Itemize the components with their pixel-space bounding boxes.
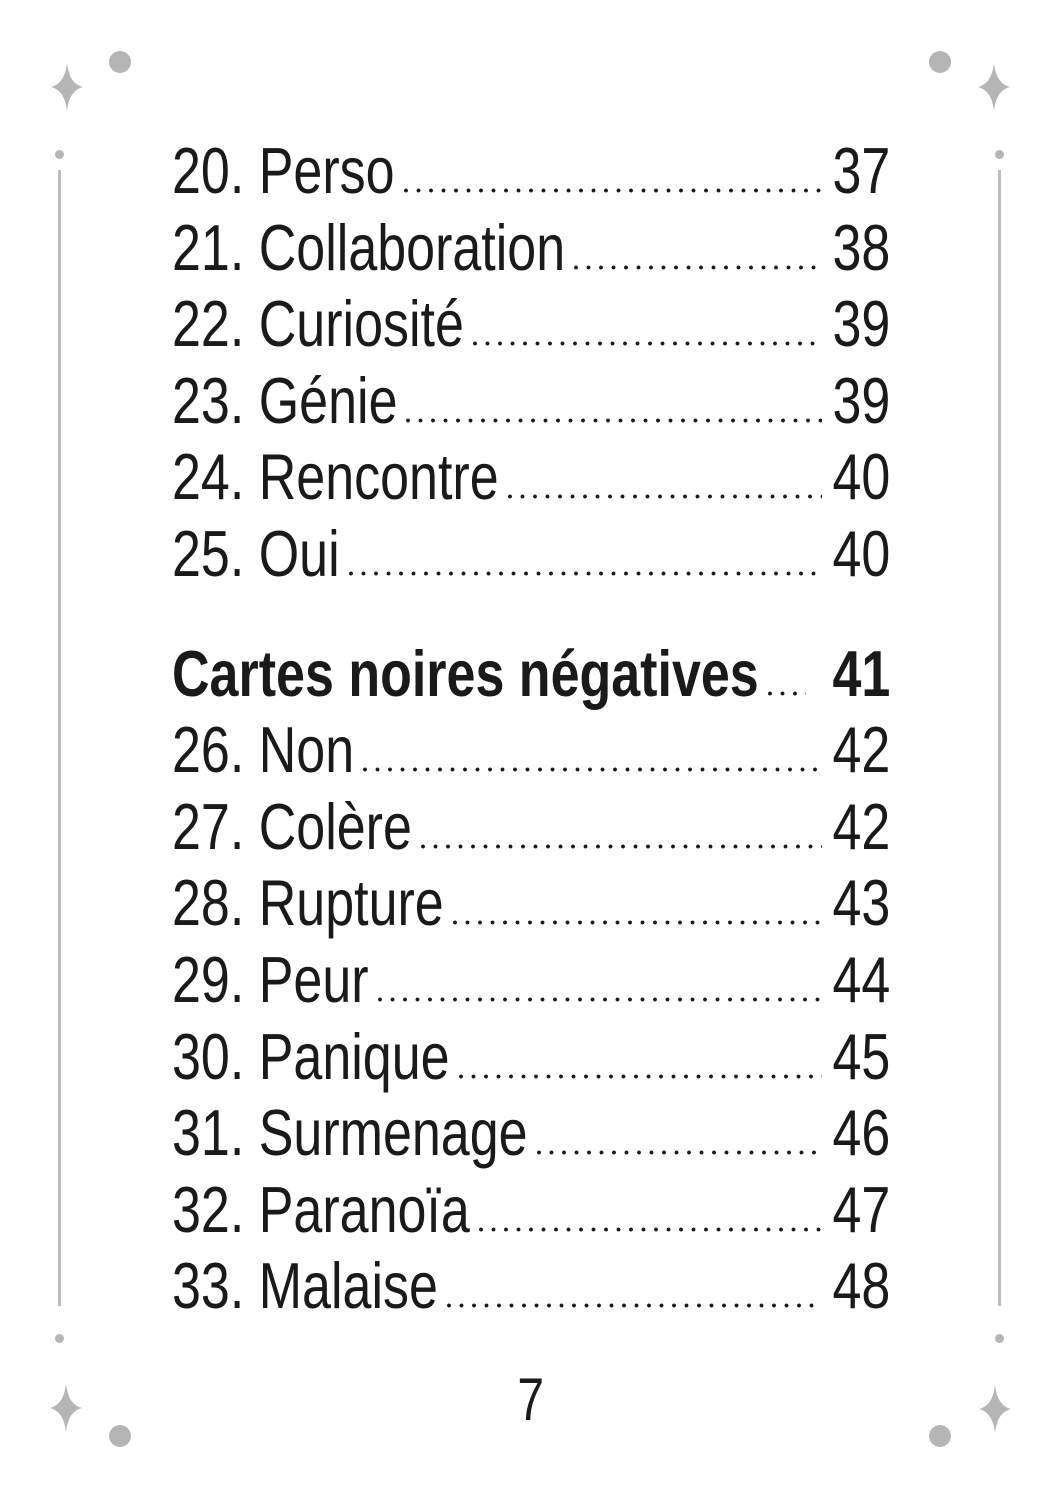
dot-leader	[403, 188, 823, 193]
toc-entry-label: 25. Oui	[172, 516, 340, 590]
sparkle-icon	[51, 63, 83, 111]
page-number-text: 7	[517, 1366, 545, 1433]
toc-entry-page: 40	[832, 440, 890, 514]
large-dot-ornament	[109, 1425, 131, 1447]
toc-row: 33. Malaise 48	[172, 1248, 890, 1325]
small-dot-ornament	[995, 1334, 1004, 1343]
toc-row: 24. Rencontre 40	[172, 439, 890, 516]
dot-leader	[452, 920, 823, 926]
toc-entry-page: 41	[832, 636, 890, 710]
dot-leader	[507, 494, 823, 500]
dot-leader	[458, 1073, 823, 1079]
toc-rows: 20. Perso 37 21. Collaboration 38 22. Cu…	[172, 133, 890, 1325]
dot-leader	[348, 570, 823, 576]
toc-row: 23. Génie 39	[172, 363, 890, 440]
toc-section-header: Cartes noires négatives 41	[172, 636, 890, 713]
toc-entry-page: 44	[832, 942, 890, 1016]
sparkle-icon	[979, 1385, 1011, 1433]
toc-entry-page: 37	[832, 134, 890, 207]
toc-entry-page: 45	[832, 1019, 890, 1093]
small-dot-ornament	[55, 1334, 64, 1343]
toc-entry-label: 26. Non	[172, 713, 355, 787]
toc-entry-label: 22. Curiosité	[172, 287, 464, 361]
toc-entry-label: 27. Colère	[172, 789, 412, 863]
toc-entry-label: 23. Génie	[172, 363, 398, 437]
toc-row: 30. Panique 45	[172, 1019, 890, 1096]
toc-entry-page: 39	[832, 287, 890, 361]
toc-row: 22. Curiosité 39	[172, 286, 890, 363]
toc-entry-label: 32. Paranoïa	[172, 1172, 470, 1246]
toc-entry-page: 39	[832, 363, 890, 437]
sparkle-icon	[978, 63, 1010, 111]
toc-entry-label: 20. Perso	[172, 134, 395, 207]
toc-entry-label: 28. Rupture	[172, 866, 444, 940]
dot-leader	[767, 690, 807, 696]
dot-leader	[377, 996, 823, 1002]
toc-row: 20. Perso 37	[172, 133, 890, 210]
small-dot-ornament	[55, 150, 64, 159]
toc-entry-page: 40	[832, 516, 890, 590]
left-side-rule	[58, 170, 61, 1306]
toc-entry-label: 33. Malaise	[172, 1249, 438, 1323]
table-of-contents: 20. Perso 37 21. Collaboration 38 22. Cu…	[172, 133, 890, 1325]
toc-row: 32. Paranoïa 47	[172, 1172, 890, 1249]
toc-row: 26. Non 42	[172, 712, 890, 789]
dot-leader	[447, 1303, 823, 1309]
right-side-rule	[998, 170, 1001, 1306]
toc-row: 31. Surmenage 46	[172, 1095, 890, 1172]
sparkle-icon	[50, 1384, 82, 1432]
dot-leader	[478, 1226, 823, 1232]
dot-leader	[406, 417, 823, 423]
page-number: 7	[0, 1369, 1062, 1431]
toc-entry-page: 38	[832, 210, 890, 284]
toc-entry-page: 46	[832, 1096, 890, 1170]
dot-leader	[472, 341, 823, 347]
toc-entry-label: 29. Peur	[172, 942, 369, 1016]
small-dot-ornament	[995, 150, 1004, 159]
large-dot-ornament	[929, 1425, 951, 1447]
toc-row: 21. Collaboration 38	[172, 210, 890, 287]
dot-leader	[574, 264, 823, 270]
large-dot-ornament	[929, 51, 951, 73]
toc-entry-page: 48	[832, 1249, 890, 1323]
toc-entry-label: Cartes noires négatives	[172, 636, 759, 710]
dot-leader	[536, 1150, 823, 1156]
toc-entry-label: 21. Collaboration	[172, 210, 566, 284]
toc-entry-page: 42	[832, 713, 890, 787]
toc-row: 29. Peur 44	[172, 942, 890, 1019]
toc-entry-page: 42	[832, 789, 890, 863]
toc-row: 27. Colère 42	[172, 789, 890, 866]
toc-entry-label: 30. Panique	[172, 1019, 450, 1093]
toc-entry-label: 31. Surmenage	[172, 1096, 528, 1170]
large-dot-ornament	[109, 51, 131, 73]
toc-entry-page: 47	[832, 1172, 890, 1246]
dot-leader	[420, 843, 823, 849]
toc-entry-page: 43	[832, 866, 890, 940]
toc-entry-label: 24. Rencontre	[172, 440, 499, 514]
toc-row: 25. Oui 40	[172, 516, 890, 593]
toc-row: 28. Rupture 43	[172, 865, 890, 942]
dot-leader	[363, 767, 823, 773]
